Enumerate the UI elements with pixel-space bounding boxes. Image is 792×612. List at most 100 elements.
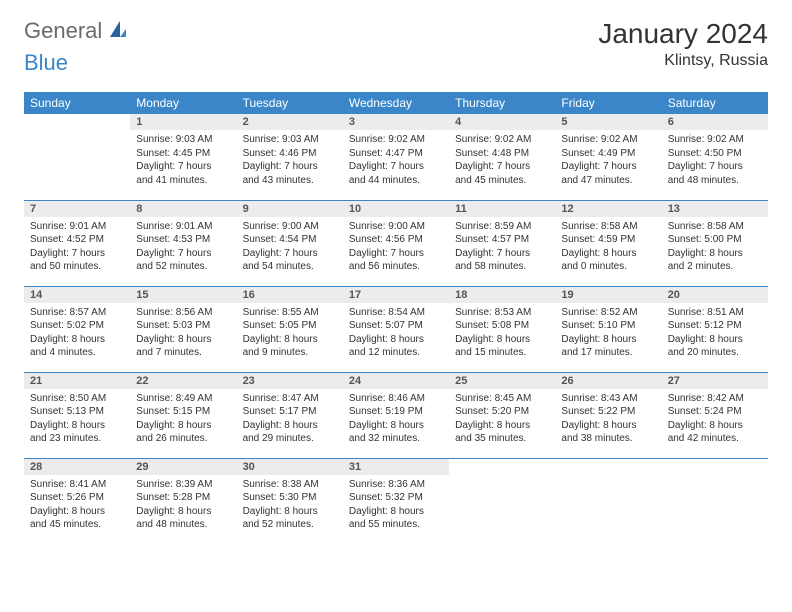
sunrise-line: Sunrise: 8:42 AM xyxy=(668,392,762,406)
daylight-line2: and 9 minutes. xyxy=(243,346,337,360)
day-number: 23 xyxy=(237,373,343,389)
daylight-line1: Daylight: 7 hours xyxy=(561,160,655,174)
weekday-header: Thursday xyxy=(449,92,555,114)
sunrise-line: Sunrise: 8:57 AM xyxy=(30,306,124,320)
day-info: Sunrise: 8:57 AMSunset: 5:02 PMDaylight:… xyxy=(24,303,130,364)
sunrise-line: Sunrise: 9:02 AM xyxy=(455,133,549,147)
sunset-line: Sunset: 4:54 PM xyxy=(243,233,337,247)
calendar-day-cell: 27Sunrise: 8:42 AMSunset: 5:24 PMDayligh… xyxy=(662,372,768,458)
day-number: 28 xyxy=(24,459,130,475)
sunset-line: Sunset: 5:05 PM xyxy=(243,319,337,333)
calendar-day-cell: 6Sunrise: 9:02 AMSunset: 4:50 PMDaylight… xyxy=(662,114,768,200)
sunrise-line: Sunrise: 9:02 AM xyxy=(561,133,655,147)
sunset-line: Sunset: 5:15 PM xyxy=(136,405,230,419)
daylight-line2: and 55 minutes. xyxy=(349,518,443,532)
day-info: Sunrise: 8:54 AMSunset: 5:07 PMDaylight:… xyxy=(343,303,449,364)
calendar-day-cell: 29Sunrise: 8:39 AMSunset: 5:28 PMDayligh… xyxy=(130,458,236,544)
day-info: Sunrise: 9:03 AMSunset: 4:46 PMDaylight:… xyxy=(237,130,343,191)
day-number: 21 xyxy=(24,373,130,389)
sunset-line: Sunset: 5:22 PM xyxy=(561,405,655,419)
weekday-header: Tuesday xyxy=(237,92,343,114)
calendar-day-cell: 28Sunrise: 8:41 AMSunset: 5:26 PMDayligh… xyxy=(24,458,130,544)
sunset-line: Sunset: 4:59 PM xyxy=(561,233,655,247)
daylight-line2: and 23 minutes. xyxy=(30,432,124,446)
sunrise-line: Sunrise: 9:01 AM xyxy=(136,220,230,234)
day-number: 31 xyxy=(343,459,449,475)
sunrise-line: Sunrise: 9:00 AM xyxy=(243,220,337,234)
sunrise-line: Sunrise: 8:43 AM xyxy=(561,392,655,406)
daylight-line1: Daylight: 8 hours xyxy=(349,419,443,433)
sunrise-line: Sunrise: 8:45 AM xyxy=(455,392,549,406)
weekday-header: Wednesday xyxy=(343,92,449,114)
daylight-line1: Daylight: 7 hours xyxy=(349,160,443,174)
calendar-day-cell: 1Sunrise: 9:03 AMSunset: 4:45 PMDaylight… xyxy=(130,114,236,200)
daylight-line2: and 43 minutes. xyxy=(243,174,337,188)
sunset-line: Sunset: 4:52 PM xyxy=(30,233,124,247)
calendar-day-cell: 13Sunrise: 8:58 AMSunset: 5:00 PMDayligh… xyxy=(662,200,768,286)
day-info: Sunrise: 9:03 AMSunset: 4:45 PMDaylight:… xyxy=(130,130,236,191)
calendar-day-cell: 3Sunrise: 9:02 AMSunset: 4:47 PMDaylight… xyxy=(343,114,449,200)
daylight-line2: and 44 minutes. xyxy=(349,174,443,188)
day-info: Sunrise: 8:49 AMSunset: 5:15 PMDaylight:… xyxy=(130,389,236,450)
daylight-line1: Daylight: 8 hours xyxy=(668,419,762,433)
day-info: Sunrise: 8:46 AMSunset: 5:19 PMDaylight:… xyxy=(343,389,449,450)
daylight-line2: and 45 minutes. xyxy=(30,518,124,532)
day-number: 10 xyxy=(343,201,449,217)
calendar-day-cell: 14Sunrise: 8:57 AMSunset: 5:02 PMDayligh… xyxy=(24,286,130,372)
day-number: 29 xyxy=(130,459,236,475)
calendar-day-cell: 9Sunrise: 9:00 AMSunset: 4:54 PMDaylight… xyxy=(237,200,343,286)
day-info: Sunrise: 8:47 AMSunset: 5:17 PMDaylight:… xyxy=(237,389,343,450)
sunrise-line: Sunrise: 9:02 AM xyxy=(668,133,762,147)
sunset-line: Sunset: 5:17 PM xyxy=(243,405,337,419)
sunrise-line: Sunrise: 8:51 AM xyxy=(668,306,762,320)
daylight-line1: Daylight: 8 hours xyxy=(30,505,124,519)
logo-text-general: General xyxy=(24,18,102,44)
calendar-week-row: ..1Sunrise: 9:03 AMSunset: 4:45 PMDaylig… xyxy=(24,114,768,200)
sunset-line: Sunset: 5:20 PM xyxy=(455,405,549,419)
daylight-line2: and 42 minutes. xyxy=(668,432,762,446)
day-number: 11 xyxy=(449,201,555,217)
sunrise-line: Sunrise: 8:39 AM xyxy=(136,478,230,492)
sunrise-line: Sunrise: 9:01 AM xyxy=(30,220,124,234)
daylight-line2: and 17 minutes. xyxy=(561,346,655,360)
daylight-line1: Daylight: 7 hours xyxy=(243,160,337,174)
daylight-line2: and 29 minutes. xyxy=(243,432,337,446)
calendar-day-cell: 20Sunrise: 8:51 AMSunset: 5:12 PMDayligh… xyxy=(662,286,768,372)
sunset-line: Sunset: 4:50 PM xyxy=(668,147,762,161)
day-info: Sunrise: 8:39 AMSunset: 5:28 PMDaylight:… xyxy=(130,475,236,536)
calendar-day-cell: 26Sunrise: 8:43 AMSunset: 5:22 PMDayligh… xyxy=(555,372,661,458)
calendar-day-cell: 2Sunrise: 9:03 AMSunset: 4:46 PMDaylight… xyxy=(237,114,343,200)
sunset-line: Sunset: 5:32 PM xyxy=(349,491,443,505)
day-number: 8 xyxy=(130,201,236,217)
day-number: 3 xyxy=(343,114,449,130)
day-info: Sunrise: 8:53 AMSunset: 5:08 PMDaylight:… xyxy=(449,303,555,364)
daylight-line2: and 50 minutes. xyxy=(30,260,124,274)
weekday-header: Saturday xyxy=(662,92,768,114)
day-number: 4 xyxy=(449,114,555,130)
day-info: Sunrise: 8:51 AMSunset: 5:12 PMDaylight:… xyxy=(662,303,768,364)
daylight-line1: Daylight: 8 hours xyxy=(561,333,655,347)
day-info: Sunrise: 9:00 AMSunset: 4:54 PMDaylight:… xyxy=(237,217,343,278)
daylight-line1: Daylight: 7 hours xyxy=(668,160,762,174)
logo: General xyxy=(24,18,130,44)
sunset-line: Sunset: 4:57 PM xyxy=(455,233,549,247)
daylight-line1: Daylight: 8 hours xyxy=(561,247,655,261)
sunrise-line: Sunrise: 8:47 AM xyxy=(243,392,337,406)
daylight-line1: Daylight: 8 hours xyxy=(30,333,124,347)
day-number: 27 xyxy=(662,373,768,389)
daylight-line1: Daylight: 7 hours xyxy=(243,247,337,261)
day-info: Sunrise: 9:02 AMSunset: 4:47 PMDaylight:… xyxy=(343,130,449,191)
day-number: 7 xyxy=(24,201,130,217)
day-number: 15 xyxy=(130,287,236,303)
daylight-line1: Daylight: 8 hours xyxy=(455,419,549,433)
daylight-line2: and 2 minutes. xyxy=(668,260,762,274)
weekday-header: Friday xyxy=(555,92,661,114)
sunrise-line: Sunrise: 8:36 AM xyxy=(349,478,443,492)
day-info: Sunrise: 8:58 AMSunset: 5:00 PMDaylight:… xyxy=(662,217,768,278)
calendar-day-cell: 23Sunrise: 8:47 AMSunset: 5:17 PMDayligh… xyxy=(237,372,343,458)
sunset-line: Sunset: 5:07 PM xyxy=(349,319,443,333)
day-number: 18 xyxy=(449,287,555,303)
sunrise-line: Sunrise: 9:03 AM xyxy=(136,133,230,147)
weekday-header-row: Sunday Monday Tuesday Wednesday Thursday… xyxy=(24,92,768,114)
day-info: Sunrise: 9:02 AMSunset: 4:49 PMDaylight:… xyxy=(555,130,661,191)
